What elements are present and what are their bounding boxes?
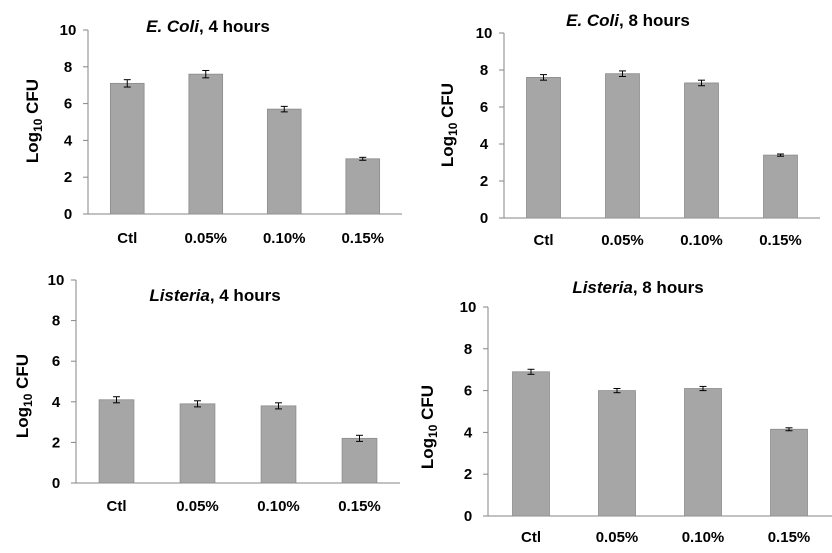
bar	[763, 154, 798, 219]
y-tick-label: 2	[464, 466, 472, 483]
bar	[260, 405, 297, 484]
y-tick-label: 6	[480, 99, 488, 116]
x-tick-label: 0.05%	[176, 498, 219, 515]
y-tick-label: 6	[52, 353, 60, 370]
y-axis-label-subscript: 10	[426, 424, 440, 438]
plot-area: 0 2 4 6 8 10 Ctl 0.05% 0.10% 0.15%	[60, 22, 402, 247]
bar	[526, 77, 561, 219]
y-tick-label: 8	[480, 62, 488, 79]
y-tick-label: 4	[64, 132, 73, 149]
y-axis-label-unit: CFU	[418, 385, 437, 425]
bar	[512, 371, 550, 517]
plot-area: 0 2 4 6 8 10 Ctl 0.05% 0.10% 0.15%	[460, 299, 832, 546]
y-tick-label: 8	[52, 313, 60, 330]
bar	[598, 390, 636, 517]
y-axis-label-main: Log	[438, 136, 457, 167]
x-tick-label: 0.15%	[759, 232, 802, 249]
y-axis-label-subscript: 10	[21, 393, 35, 407]
title-organism: Listeria	[149, 286, 209, 305]
y-tick-label: 8	[464, 341, 472, 358]
x-tick-label: 0.15%	[338, 498, 381, 515]
y-tick-label: 2	[480, 173, 488, 190]
y-axis-label-subscript: 10	[446, 122, 460, 136]
x-tick-label: 0.10%	[682, 529, 725, 546]
title-organism: Listeria	[572, 278, 632, 297]
y-tick-label: 2	[52, 434, 60, 451]
y-axis-label: Log10 CFU	[23, 79, 45, 163]
x-tick-label: 0.05%	[601, 232, 644, 249]
y-tick-label: 2	[64, 169, 72, 186]
chart-title: Listeria, 8 hours	[572, 278, 703, 297]
x-tick-label: 0.15%	[768, 529, 811, 546]
title-time: , 8 hours	[633, 278, 704, 297]
y-tick-label: 6	[464, 383, 472, 400]
title-time: , 4 hours	[199, 17, 270, 36]
bar	[770, 428, 808, 517]
y-axis-label-main: Log	[23, 132, 42, 163]
x-tick-label: 0.10%	[680, 232, 723, 249]
x-tick-label: 0.15%	[341, 230, 384, 247]
bar	[179, 403, 216, 484]
x-tick-label: 0.05%	[596, 529, 639, 546]
y-tick-label: 6	[64, 96, 72, 113]
x-tick-label: Ctl	[107, 498, 127, 515]
x-tick-label: 0.05%	[184, 230, 227, 247]
plot-area: 0 2 4 6 8 10 Ctl 0.05% 0.10% 0.15%	[476, 25, 820, 249]
bar	[266, 108, 302, 215]
y-axis-label-unit: CFU	[438, 83, 457, 123]
y-tick-label: 0	[52, 475, 60, 492]
chart-title: Listeria, 4 hours	[149, 286, 280, 305]
y-tick-label: 8	[64, 59, 72, 76]
x-tick-label: 0.10%	[263, 230, 306, 247]
y-tick-label: 10	[476, 25, 493, 42]
y-tick-label: 0	[64, 206, 72, 223]
bar	[684, 82, 719, 219]
bar	[684, 388, 722, 517]
y-tick-label: 0	[480, 210, 488, 227]
y-axis-label-unit: CFU	[23, 79, 42, 119]
bar	[109, 82, 145, 215]
y-tick-label: 4	[464, 424, 473, 441]
y-axis-label: Log10 CFU	[418, 385, 440, 469]
title-time: , 8 hours	[619, 11, 690, 30]
bar	[605, 73, 640, 219]
y-axis-label: Log10 CFU	[438, 83, 460, 167]
y-axis-label: Log10 CFU	[13, 354, 35, 438]
title-organism: E. Coli	[566, 11, 620, 30]
chart-title: E. Coli, 4 hours	[146, 17, 270, 36]
y-tick-label: 10	[460, 299, 477, 316]
x-tick-label: Ctl	[117, 230, 137, 247]
bar	[341, 437, 378, 484]
y-axis-label-main: Log	[418, 438, 437, 469]
bar	[188, 73, 224, 215]
y-axis-label-subscript: 10	[31, 118, 45, 132]
y-tick-label: 0	[464, 508, 472, 525]
y-tick-label: 10	[48, 272, 65, 289]
y-axis-label-unit: CFU	[13, 354, 32, 394]
title-organism: E. Coli	[146, 17, 200, 36]
y-tick-label: 4	[52, 394, 61, 411]
bar	[98, 399, 135, 484]
bar	[345, 158, 381, 215]
x-tick-label: Ctl	[521, 529, 541, 546]
title-time: , 4 hours	[210, 286, 281, 305]
x-tick-label: 0.10%	[257, 498, 300, 515]
y-tick-label: 4	[480, 136, 489, 153]
y-axis-label-main: Log	[13, 407, 32, 438]
chart-title: E. Coli, 8 hours	[566, 11, 690, 30]
x-tick-label: Ctl	[534, 232, 554, 249]
y-tick-label: 10	[60, 22, 77, 39]
plot-area: 0 2 4 6 8 10 Ctl 0.05% 0.10% 0.15%	[48, 272, 400, 515]
